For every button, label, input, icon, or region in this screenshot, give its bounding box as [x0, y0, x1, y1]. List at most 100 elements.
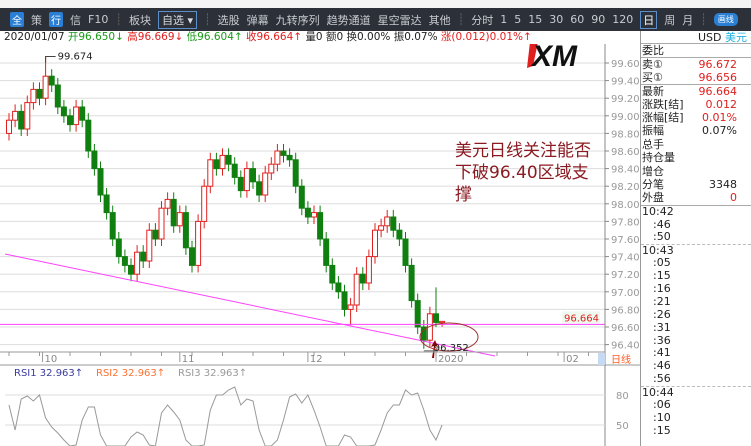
quote-label: 外盘	[642, 191, 664, 205]
info-date: 2020/01/07	[4, 31, 65, 43]
rsi-legend-1: RSI1 32.963↑	[14, 368, 83, 379]
candle-down	[60, 106, 67, 117]
info-amplitude: 振0.07%	[393, 31, 438, 43]
tick-time: :46	[653, 217, 671, 231]
high-marker-line	[45, 55, 56, 63]
quote-label: 持仓量	[642, 151, 675, 165]
toolbar-item-14[interactable]: 1	[500, 13, 508, 26]
price-tick-label: 98.800	[611, 129, 640, 140]
toolbar-item-5[interactable]: 板块	[128, 13, 151, 27]
toolbar-item-6[interactable]: 自选 ▾	[157, 10, 197, 29]
quote-label: 振幅	[642, 124, 664, 138]
info-volume: 量0	[305, 31, 323, 43]
toolbar-item-12[interactable]: 其他	[428, 13, 451, 27]
tick-time: :36	[653, 333, 671, 347]
toolbar-item-3[interactable]: 信	[70, 13, 81, 27]
annotation-text: 美元日线关注能否下破96.40区域支撑	[455, 141, 591, 205]
tick-time: :26	[653, 307, 671, 321]
toolbar-item-22[interactable]: 周	[664, 13, 676, 27]
toolbar-item-21[interactable]: 日	[640, 10, 658, 29]
candle-up	[378, 225, 385, 231]
toolbar-separator: ┊	[700, 13, 707, 26]
quote-row: 持仓量	[641, 151, 751, 164]
candle-down	[433, 313, 439, 323]
candle-up	[274, 150, 281, 165]
toolbar-separator: ┊	[203, 13, 211, 26]
tick-time: :16	[653, 282, 671, 296]
logo-text: XM	[530, 44, 578, 73]
quote-row: 最新 96.664	[641, 84, 751, 99]
info-high: 高96.669↓	[127, 31, 184, 43]
candle-up	[311, 212, 317, 218]
date-tick-label: 2020	[438, 354, 463, 365]
candle-down	[286, 154, 293, 161]
quote-row: 涨幅[结] 0.01%	[641, 111, 751, 124]
tick-time: :31	[653, 320, 671, 334]
rsi-line	[8, 386, 443, 446]
candle-down	[18, 110, 25, 130]
toolbar-item-11[interactable]: 星空雷达	[377, 13, 422, 27]
highlight-ellipse	[419, 322, 479, 352]
tick-time: :15	[653, 423, 671, 437]
toolbar-item-18[interactable]: 60	[570, 13, 585, 26]
toolbar-item-10[interactable]: 趋势通道	[326, 13, 371, 27]
quote-value: 0.07%	[702, 124, 737, 138]
toolbar-item-1[interactable]: 策	[31, 13, 42, 27]
quote-value: 0	[730, 191, 737, 205]
tick-time: 10:43	[641, 244, 751, 257]
toolbar-item-24[interactable]: 画线	[713, 13, 738, 26]
candlestick-chart[interactable]: 99.674 96.352 99.600 99.400 99.200 99.000 98.…	[0, 44, 640, 446]
candle-down	[128, 264, 134, 275]
info-amount: 额0	[325, 31, 344, 43]
toolbar-item-8[interactable]: 弹幕	[246, 13, 269, 27]
date-tick-label: 11	[182, 354, 195, 365]
info-turnover: 换0.00%	[346, 31, 391, 43]
toolbar-item-7[interactable]: 选股	[217, 13, 240, 27]
candle-up	[42, 75, 49, 99]
candle-down	[97, 168, 104, 196]
toolbar-item-9[interactable]: 九转序列	[275, 13, 320, 27]
quote-label: 最新	[642, 85, 664, 99]
candle-down	[79, 106, 86, 121]
toolbar-item-17[interactable]: 30	[549, 13, 564, 26]
candle-up	[347, 304, 354, 310]
date-tick-label: 02	[566, 354, 579, 365]
quote-row: 总手	[641, 138, 751, 151]
xm-logo: XM	[527, 44, 578, 73]
quote-value: 96.672	[698, 58, 738, 72]
candle-up	[73, 106, 80, 126]
tick-time: :05	[653, 256, 671, 270]
candle-up	[12, 110, 19, 121]
toolbar-item-4[interactable]: F10	[88, 13, 109, 26]
tick-time: :10	[653, 410, 671, 424]
price-tick-label: 97.400	[611, 253, 640, 264]
quote-row: 卖① 96.672	[641, 57, 751, 72]
toolbar-item-23[interactable]: 月	[682, 13, 694, 27]
candle-up	[243, 168, 250, 192]
toolbar-item-2[interactable]: 行	[49, 12, 63, 27]
candle-down	[341, 291, 348, 310]
toolbar-item-20[interactable]: 120	[612, 13, 634, 26]
toolbar-item-13[interactable]: 分时	[471, 13, 494, 27]
candle-down	[292, 159, 299, 187]
price-tick-label: 99.000	[611, 112, 640, 123]
rsi-legend-2: RSI2 32.963↑	[96, 368, 165, 379]
window-top-strip	[0, 0, 751, 8]
tick-time: :56	[653, 372, 671, 386]
candle-down	[396, 229, 403, 240]
toolbar-item-16[interactable]: 15	[528, 13, 543, 26]
candle-up	[353, 273, 360, 306]
toolbar-item-19[interactable]: 90	[591, 13, 606, 26]
price-tick-label: 97.000	[611, 288, 640, 299]
toolbar-item-15[interactable]: 5	[514, 13, 522, 26]
overlays: 99.674 96.352	[0, 51, 605, 358]
candle-down	[36, 88, 43, 99]
price-tick-label: 97.600	[611, 235, 640, 246]
panel-symbol: USD	[697, 31, 722, 44]
candle-down	[335, 282, 342, 293]
toolbar-separator: ┊	[115, 13, 122, 26]
candle-down	[359, 273, 366, 284]
quote-label: 增仓	[642, 164, 664, 178]
toolbar-item-0[interactable]: 全	[10, 12, 24, 27]
trendline	[4, 253, 496, 357]
